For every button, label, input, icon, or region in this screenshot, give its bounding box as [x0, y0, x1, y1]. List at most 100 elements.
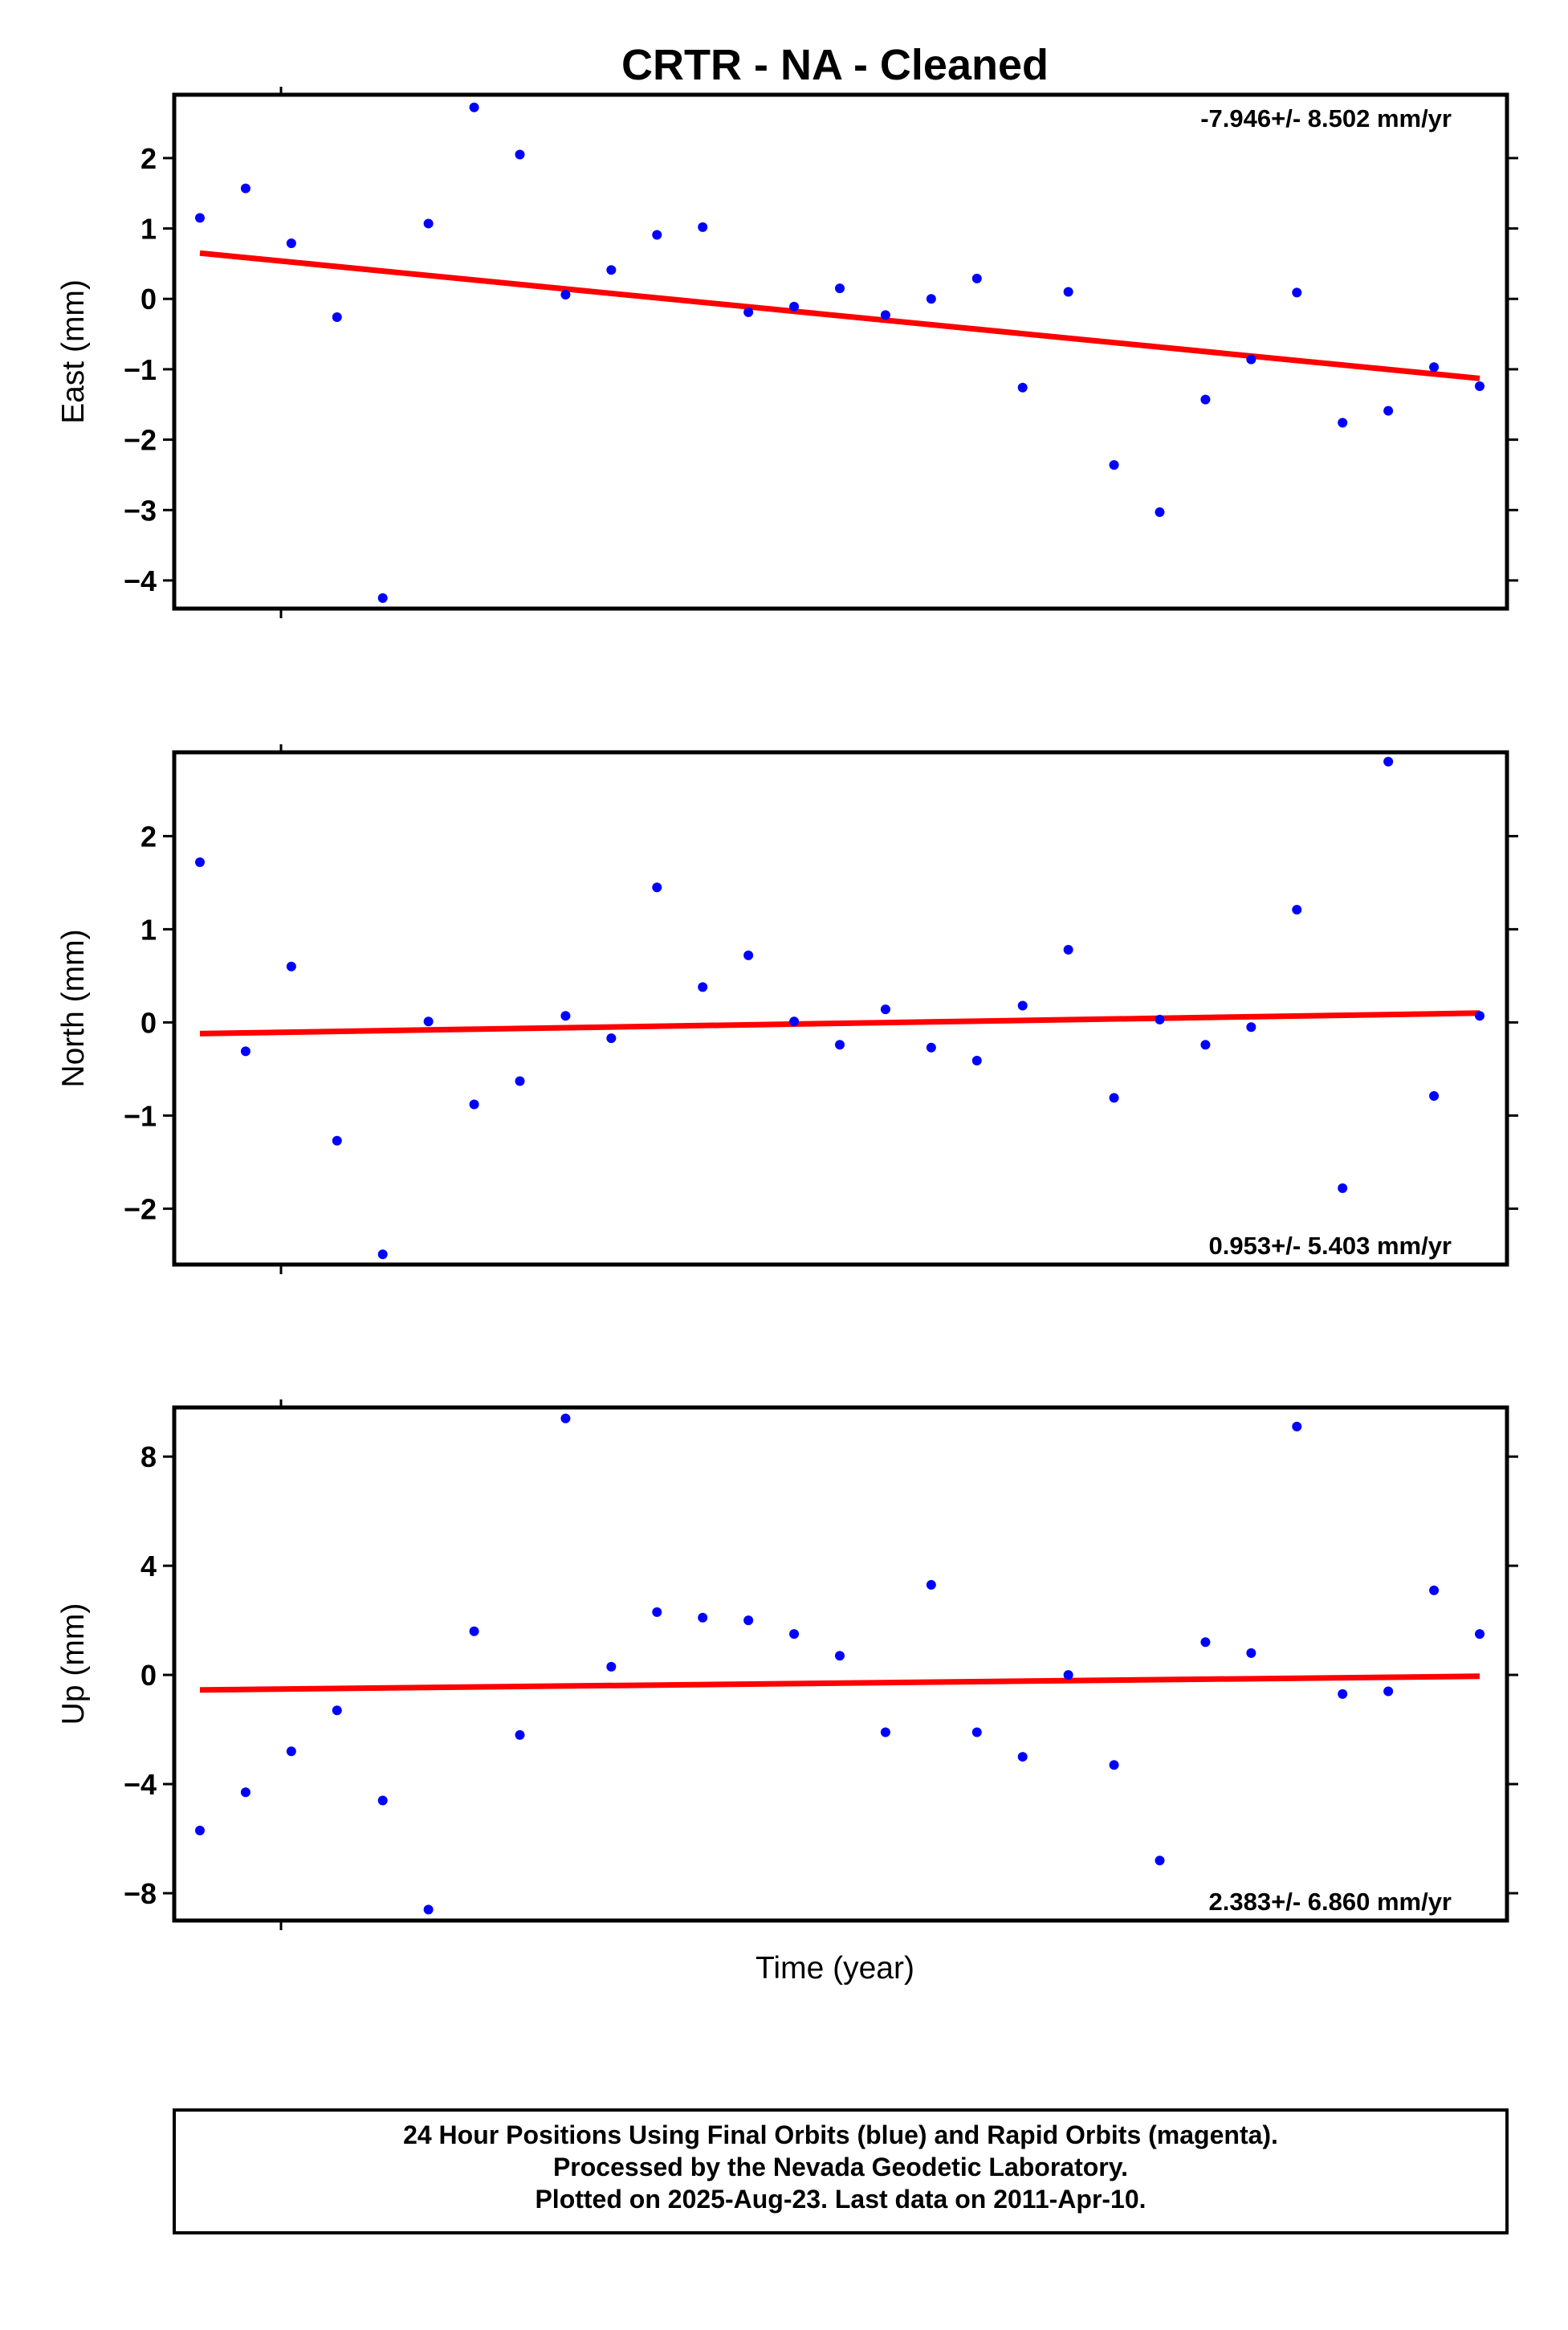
- panel-1-data-point: [743, 307, 754, 317]
- panel-1-data-point: [835, 283, 845, 294]
- panel-3-data-point: [835, 1651, 845, 1661]
- panel-1-data-point: [240, 183, 250, 193]
- panel-1: 2 1 0 −1 −2 −3 −4 East (mm) -7.946+/- 8.502 mm/y…: [56, 87, 1518, 618]
- panel-2-data-point: [789, 1016, 800, 1027]
- panel-2-data-point: [1475, 1011, 1485, 1021]
- panel-3-data-point: [1292, 1421, 1302, 1432]
- panel-2-data-point: [286, 961, 296, 972]
- footer-line-1: 24 Hour Positions Using Final Orbits (bl…: [403, 2120, 1278, 2149]
- panel-2-data-point: [469, 1099, 479, 1110]
- panel-1-ytick-label: 0: [141, 283, 157, 316]
- panel-1-data-point: [926, 294, 936, 304]
- panel-1-data-point: [1063, 287, 1073, 297]
- panel-2-data-point: [698, 982, 708, 992]
- panel-3-data-point: [1475, 1629, 1485, 1640]
- panel-3-data-point: [926, 1579, 936, 1590]
- panel-1-data-point: [332, 312, 342, 323]
- panel-3-data-point: [377, 1795, 388, 1806]
- panel-2-data-point: [1017, 1000, 1028, 1011]
- panel-1-data-point: [195, 213, 205, 223]
- panel-3-trend-line: [199, 1673, 1480, 1693]
- panel-3-data-point: [743, 1615, 754, 1626]
- panel-1-data-point: [1338, 418, 1348, 428]
- panel-2-data-point: [560, 1011, 571, 1021]
- panel-1-data-point: [1292, 287, 1302, 298]
- panel-1-data-point: [1017, 382, 1028, 393]
- panel-3-ytick-label: 4: [141, 1550, 157, 1583]
- panel-1-data-point: [606, 265, 617, 275]
- panel-3-data-point: [1338, 1688, 1348, 1699]
- panel-3-frame: [172, 1405, 1509, 1923]
- panel-3-ytick-label: −8: [124, 1877, 157, 1910]
- panel-1-ytick-label: −4: [124, 564, 157, 597]
- panel-2-data-point: [423, 1016, 434, 1027]
- panel-3-data-point: [971, 1727, 982, 1737]
- panel-2-data-point: [1292, 905, 1302, 915]
- panel-3-ytick-label: 0: [141, 1659, 157, 1692]
- panel-3-data-point: [1017, 1752, 1028, 1762]
- panel-3-data-point: [789, 1629, 800, 1640]
- panel-2-data-point: [1338, 1183, 1348, 1193]
- panel-2-data-point: [1063, 944, 1073, 955]
- panel-3-ytick-label: −4: [124, 1768, 157, 1801]
- panel-1-data-point: [515, 149, 525, 160]
- panel-1-ytick-label: 2: [141, 142, 157, 175]
- panel-3-data-point: [1429, 1585, 1440, 1595]
- panel-1-ytick-label: −1: [124, 353, 157, 386]
- panel-2-data-point: [1383, 756, 1394, 767]
- footer-frame: [173, 2108, 1509, 2234]
- panel-3-data-point: [286, 1746, 296, 1757]
- panel-2-data-point: [835, 1040, 845, 1050]
- panel-1-data-point: [1109, 460, 1119, 470]
- panel-2-ytick-label: 0: [141, 1006, 157, 1039]
- panel-1-data-point: [1475, 381, 1485, 391]
- panel-1-data-point: [286, 238, 296, 248]
- panel-2-data-point: [1109, 1093, 1119, 1103]
- panel-3-ytick-label: 8: [141, 1440, 157, 1473]
- panel-3: 8 4 0 −4 −8 Up (mm) 2.383+/- 6.860 mm/yr: [56, 1399, 1518, 1930]
- panel-2-ytick-label: −1: [124, 1099, 157, 1132]
- panel-2-data-point: [880, 1004, 890, 1015]
- panels: 2 1 0 −1 −2 −3 −4 East (mm) -7.946+/- 8.502 mm/y…: [56, 87, 1518, 1930]
- panel-1-data-point: [652, 230, 662, 240]
- panel-3-data-point: [469, 1626, 479, 1636]
- panel-3-data-point: [332, 1705, 342, 1716]
- panel-2-ytick-label: −2: [124, 1192, 157, 1225]
- panel-3-data-point: [515, 1729, 525, 1740]
- panel-3-data-point: [1063, 1670, 1073, 1680]
- panel-1-y-axis-label: East (mm): [56, 279, 91, 424]
- panel-1-trend-line: [199, 250, 1480, 381]
- panel-1-data-point: [789, 301, 800, 312]
- panel-1-ytick-label: −3: [124, 494, 157, 527]
- panel-1-data-point: [1383, 405, 1394, 416]
- panel-2-y-axis-label: North (mm): [56, 929, 91, 1087]
- panel-2-data-point: [971, 1055, 982, 1065]
- panel-2: 2 1 0 −1 −2 North (mm) 0.953+/- 5.403 mm/yr: [56, 744, 1518, 1274]
- panel-3-data-point: [698, 1612, 708, 1623]
- panel-1-data-point: [469, 102, 479, 112]
- panel-2-data-point: [1155, 1014, 1165, 1024]
- footer-line-2: Processed by the Nevada Geodetic Laborat…: [553, 2153, 1128, 2181]
- panel-3-data-point: [195, 1825, 205, 1835]
- panel-2-data-point: [652, 882, 662, 893]
- panel-1-rate-label: -7.946+/- 8.502 mm/yr: [1200, 104, 1452, 132]
- panel-2-ytick-label: 2: [141, 820, 157, 853]
- panel-3-rate-label: 2.383+/- 6.860 mm/yr: [1209, 1888, 1452, 1916]
- panel-3-data-point: [240, 1787, 250, 1798]
- panel-1-data-point: [880, 310, 890, 320]
- panel-1-data-point: [423, 218, 434, 229]
- panel-1-data-point: [971, 273, 982, 283]
- panel-3-data-point: [423, 1904, 434, 1915]
- panel-2-ytick-label: 1: [141, 913, 157, 946]
- panel-2-data-point: [1429, 1091, 1440, 1102]
- panel-3-data-point: [1200, 1637, 1211, 1648]
- panel-3-data-point: [1109, 1760, 1119, 1770]
- panel-1-ytick-label: 1: [141, 213, 157, 246]
- panel-1-data-point: [1246, 354, 1256, 365]
- x-axis-label: Time (year): [755, 1951, 914, 1986]
- panel-1-data-point: [1155, 507, 1165, 517]
- panel-1-data-point: [698, 222, 708, 232]
- panel-3-data-point: [560, 1413, 571, 1424]
- footer-box: 24 Hour Positions Using Final Orbits (bl…: [173, 2108, 1509, 2234]
